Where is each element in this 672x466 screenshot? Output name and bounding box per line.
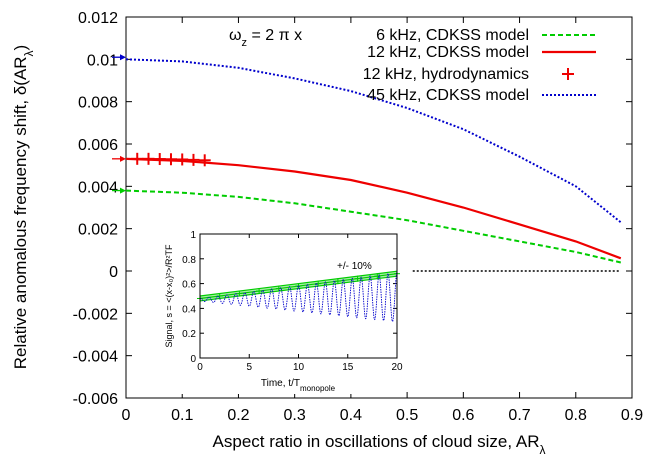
data-marker (164, 153, 177, 166)
inset-x-tick-label: 15 (342, 362, 354, 373)
data-marker (562, 68, 574, 80)
main-chart: 0 0.1 0.2 0.3 0.4 0.5 0.6 0.7 0.8 0.9 -0.006 -0.004… (11, 10, 643, 457)
inset-y-axis-label: Signal, s = <(x-x₀)²>/R²TF (164, 244, 174, 348)
y-tick-label: 0.01 (87, 52, 118, 69)
inset-annotation: +/- 10% (337, 261, 372, 272)
x-tick-label: 0.4 (340, 407, 362, 424)
main-plot-frame (125, 16, 633, 399)
y-tick-label: 0.004 (78, 179, 118, 196)
inset-chart: 0 5 10 15 20 0 0.2 0.4 0.6 0.8 1 +/- 10% Time, t/T… (160, 226, 405, 394)
x-tick-label: 0.8 (565, 407, 587, 424)
data-marker (176, 153, 189, 166)
legend-header: ωz = 2 π x (229, 27, 302, 49)
inset-y-tick-label: 0.8 (182, 255, 196, 266)
y-tick-label: 0.012 (78, 10, 118, 27)
x-tick-label: 0.1 (171, 407, 193, 424)
main-y-axis-label: Relative anomalous frequency shift, δ(AR… (11, 45, 36, 369)
arrow-head (120, 54, 126, 61)
data-marker (142, 152, 155, 165)
inset-x-tick-label: 10 (293, 362, 305, 373)
arrow-head (120, 155, 126, 162)
inset-x-tick-label: 0 (197, 362, 203, 373)
y-tick-label: 0.008 (78, 95, 118, 112)
inset-x-tick-label: 20 (391, 362, 403, 373)
data-marker (131, 152, 144, 165)
arrow-group (112, 54, 126, 194)
x-tick-label: 0.5 (396, 407, 418, 424)
y-tick-label: 0.006 (78, 137, 118, 154)
main-x-axis-label: Aspect ratio in oscillations of cloud si… (213, 432, 546, 457)
series-line-0 (125, 189, 622, 264)
inset-background (160, 226, 405, 394)
main-axis-ticks: 0 0.1 0.2 0.3 0.4 0.5 0.6 0.7 0.8 0.9 -0.006 -0.004… (73, 10, 644, 424)
x-tick-label: 0.3 (284, 407, 306, 424)
data-marker (153, 153, 166, 166)
series-line-1 (125, 157, 622, 260)
x-tick-label: 0.2 (227, 407, 249, 424)
data-marker (198, 154, 211, 167)
legend-label-2: 12 kHz, hydrodynamics (363, 66, 529, 83)
legend-label-1: 12 kHz, CDKSS model (367, 44, 529, 61)
inset-y-tick-label: 0.2 (182, 329, 196, 340)
legend-label-0: 6 kHz, CDKSS model (376, 27, 529, 44)
x-tick-label: 0.9 (621, 407, 643, 424)
inset-plot-frame (199, 233, 398, 359)
x-tick-label: 0.6 (452, 407, 474, 424)
inset-y-tick-label: 0 (190, 354, 196, 365)
x-tick-label: 0 (122, 407, 131, 424)
inset-y-tick-label: 0.6 (182, 280, 196, 291)
inset-x-axis-label: Time, t/Tmonopole (261, 378, 336, 393)
y-tick-label: -0.006 (73, 391, 118, 408)
y-tick-label: -0.004 (73, 349, 118, 366)
series-line-3 (125, 58, 622, 224)
data-marker (187, 153, 200, 166)
x-tick-label: 0.7 (508, 407, 530, 424)
inset-y-tick-label: 1 (190, 230, 196, 241)
inset-x-tick-label: 5 (246, 362, 252, 373)
y-tick-label: 0.002 (78, 222, 118, 239)
inset-y-tick-label: 0.4 (182, 304, 196, 315)
arrow-head (120, 187, 126, 194)
legend-label-3: 45 kHz, CDKSS model (367, 87, 529, 104)
y-tick-label: -0.002 (73, 306, 118, 323)
y-tick-label: 0 (109, 264, 118, 281)
main-series-group (125, 58, 622, 264)
